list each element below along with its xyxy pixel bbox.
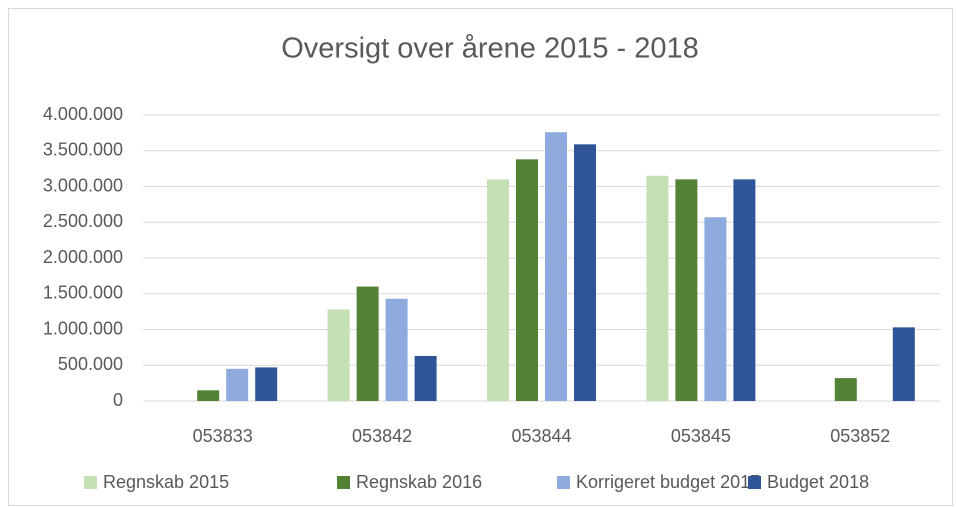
bar — [675, 179, 698, 401]
bar — [834, 378, 857, 401]
y-tick-label: 1.500.000 — [43, 283, 123, 303]
bar — [327, 309, 350, 401]
bar — [487, 179, 509, 401]
x-tick-label: 053845 — [671, 426, 731, 446]
bar — [516, 159, 538, 401]
chart-border — [8, 8, 953, 506]
y-tick-label: 3.500.000 — [43, 140, 123, 160]
legend-label: Korrigeret budget 2017 — [576, 472, 760, 492]
legend-label: Regnskab 2016 — [356, 472, 482, 492]
bar — [356, 286, 379, 401]
bar — [704, 217, 727, 401]
x-tick-label: 053844 — [511, 426, 571, 446]
bar — [733, 179, 756, 401]
bar — [646, 175, 669, 401]
bar — [255, 367, 278, 401]
bar — [197, 390, 220, 401]
x-tick-label: 053852 — [830, 426, 890, 446]
bar — [892, 327, 915, 401]
y-tick-label: 3.000.000 — [43, 175, 123, 195]
bar — [226, 368, 249, 401]
legend-label: Budget 2018 — [767, 472, 869, 492]
y-tick-label: 4.000.000 — [43, 104, 123, 124]
legend-label: Regnskab 2015 — [103, 472, 229, 492]
chart-title: Oversigt over årene 2015 - 2018 — [281, 33, 699, 65]
legend-swatch — [84, 476, 97, 489]
bar — [414, 355, 437, 401]
bar — [385, 298, 408, 401]
bar — [574, 144, 596, 401]
legend-swatch — [748, 476, 761, 489]
x-tick-label: 053833 — [193, 426, 253, 446]
y-tick-label: 1.000.000 — [43, 318, 123, 338]
y-tick-label: 2.500.000 — [43, 211, 123, 231]
legend-swatch — [557, 476, 570, 489]
y-tick-label: 500.000 — [58, 354, 123, 374]
y-tick-label: 0 — [113, 390, 123, 410]
x-tick-label: 053842 — [352, 426, 412, 446]
bar — [545, 132, 567, 401]
y-tick-label: 2.000.000 — [43, 247, 123, 267]
legend-swatch — [337, 476, 350, 489]
